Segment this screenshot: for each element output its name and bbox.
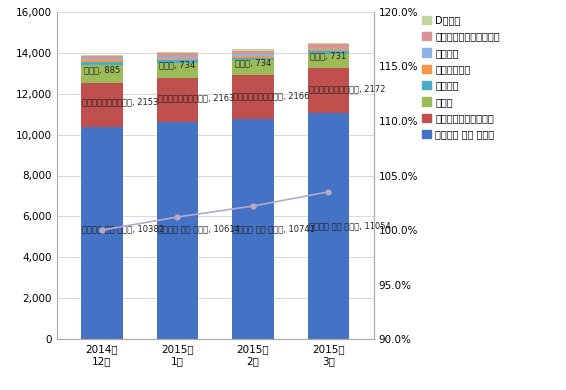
Text: オリックスカーシェア, 2166: オリックスカーシェア, 2166	[233, 91, 310, 100]
Bar	[81, 62, 123, 64]
Bar	[157, 52, 198, 53]
Text: タイムズ カー プラス, 10741: タイムズ カー プラス, 10741	[233, 224, 315, 233]
Bar	[307, 43, 349, 44]
Bar	[232, 56, 273, 58]
Text: オリックスカーシェア, 2172: オリックスカーシェア, 2172	[308, 84, 385, 93]
Text: オリックスカーシェア, 2163: オリックスカーシェア, 2163	[158, 94, 234, 103]
Text: オリックスカーシェア, 2153: オリックスカーシェア, 2153	[82, 98, 158, 107]
Bar	[232, 60, 273, 75]
Bar	[157, 122, 198, 339]
Bar	[307, 49, 349, 51]
Bar	[232, 54, 273, 56]
Bar	[157, 57, 198, 58]
Legend: Dシェア, カーシェアリング・ワン, エコロカ, アース・カー, カリテコ, カレコ, オリックスカーシェア, タイムズ カー プラス: Dシェア, カーシェアリング・ワン, エコロカ, アース・カー, カリテコ, カ…	[419, 13, 501, 142]
Bar	[232, 58, 273, 60]
Bar	[157, 58, 198, 60]
Text: タイムズ カー プラス, 10382: タイムズ カー プラス, 10382	[82, 224, 164, 233]
Bar	[81, 127, 123, 339]
Text: カレコ, 731: カレコ, 731	[310, 52, 346, 61]
Text: カレコ, 734: カレコ, 734	[159, 61, 195, 70]
Bar	[81, 55, 123, 59]
Bar	[307, 113, 349, 339]
Text: カレコ, 734: カレコ, 734	[235, 58, 271, 67]
Bar	[81, 64, 123, 83]
Bar	[307, 48, 349, 49]
Bar	[81, 60, 123, 62]
Bar	[307, 51, 349, 53]
Bar	[157, 63, 198, 78]
Text: タイムズ カー プラス, 10614: タイムズ カー プラス, 10614	[158, 224, 239, 233]
Bar	[232, 119, 273, 339]
Bar	[307, 44, 349, 48]
Bar	[157, 53, 198, 57]
Text: カレコ, 885: カレコ, 885	[84, 66, 120, 74]
Bar	[232, 50, 273, 51]
Bar	[232, 51, 273, 54]
Bar	[157, 78, 198, 122]
Bar	[307, 69, 349, 113]
Bar	[232, 75, 273, 119]
Bar	[81, 83, 123, 127]
Bar	[307, 53, 349, 69]
Bar	[81, 59, 123, 60]
Text: タイムズ カー プラス, 11054: タイムズ カー プラス, 11054	[308, 222, 391, 230]
Bar	[157, 60, 198, 63]
